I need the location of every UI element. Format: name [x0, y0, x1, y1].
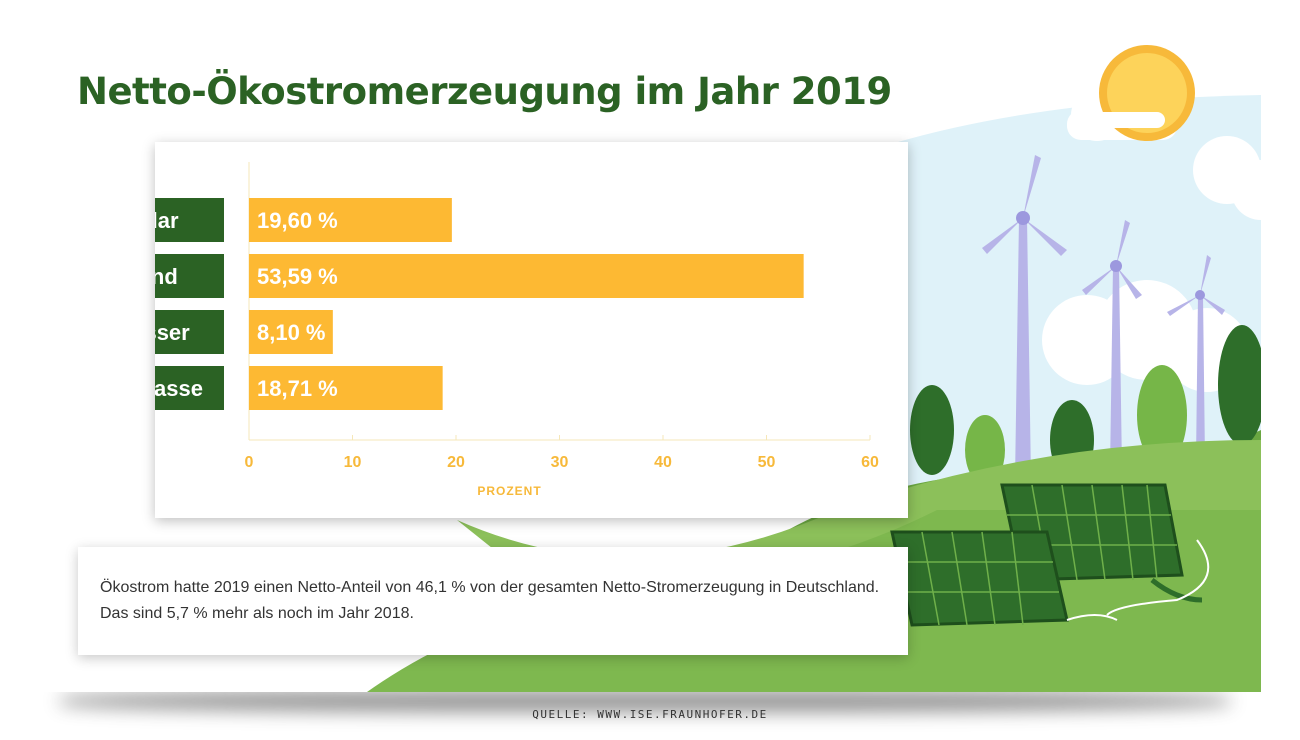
x-tick-label: 10	[344, 454, 362, 471]
bar	[249, 310, 333, 354]
x-tick-label: 60	[861, 454, 879, 471]
bar	[249, 254, 804, 298]
info-text: Ökostrom hatte 2019 einen Netto-Anteil v…	[100, 579, 880, 622]
info-box: Ökostrom hatte 2019 einen Netto-Anteil v…	[78, 547, 908, 655]
bar-value-label: 53,59 %	[257, 264, 338, 289]
wind-turbine-icon	[982, 155, 1225, 480]
bar	[249, 198, 452, 242]
bar-value-label: 18,71 %	[257, 376, 338, 401]
category-label: Wind	[155, 264, 178, 289]
sun-icon	[1095, 45, 1195, 141]
x-tick-label: 40	[654, 454, 672, 471]
bar-value-label: 8,10 %	[257, 320, 326, 345]
category-label: Biomasse	[155, 376, 203, 401]
category-label: Solar	[155, 208, 179, 233]
solar-panel-icon	[890, 483, 1210, 627]
x-tick-label: 20	[447, 454, 465, 471]
x-tick-label: 0	[245, 454, 254, 471]
x-axis-title: PROZENT	[477, 484, 541, 498]
infographic-card: Netto-Ökostromerzeugung im Jahr 2019 0 10…	[37, 40, 1261, 692]
bar-chart: 0 10 20 30 40 50 60 PROZENT Solar 19,60 % Wind 53,5…	[78, 162, 879, 498]
x-tick-label: 50	[758, 454, 776, 471]
chart-container: 0 10 20 30 40 50 60 PROZENT Solar 19,60 % Wind 53,5…	[78, 142, 908, 518]
category-label: Wasser	[155, 320, 190, 345]
source-credit: QUELLE: WWW.ISE.FRAUNHOFER.DE	[532, 708, 768, 721]
bar-value-label: 19,60 %	[257, 208, 338, 233]
card-shadow	[60, 690, 1230, 712]
page-title: Netto-Ökostromerzeugung im Jahr 2019	[77, 70, 892, 113]
x-tick-label: 30	[551, 454, 569, 471]
bar	[249, 366, 443, 410]
